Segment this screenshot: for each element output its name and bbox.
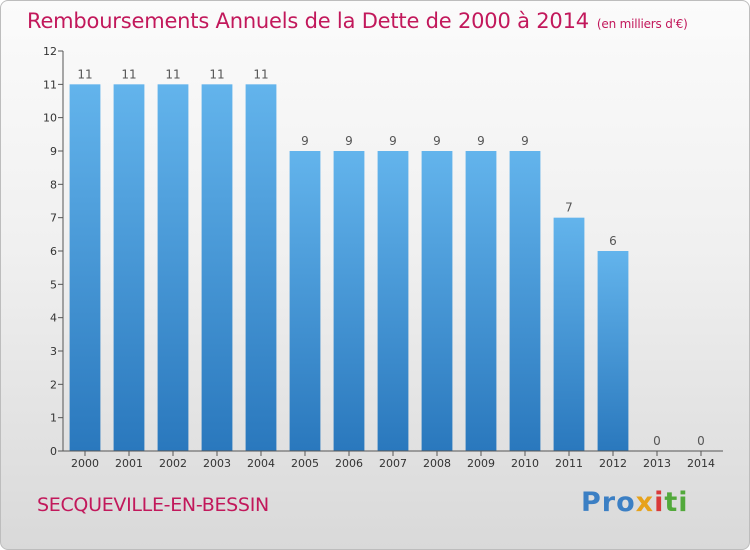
bar: [333, 151, 365, 451]
data-labels-group: 11 11 11 11 11 9 9 9 9 9 9 7 6 0 0: [77, 67, 704, 448]
x-tick-label: 2013: [643, 457, 671, 470]
y-tick-label: 11: [43, 78, 57, 91]
chart-title: Remboursements Annuels de la Dette de 20…: [27, 9, 688, 33]
y-tick-label: 8: [50, 178, 57, 191]
y-tick-label: 10: [43, 112, 57, 125]
y-tick-label: 5: [50, 278, 57, 291]
x-tick-label: 2000: [71, 457, 99, 470]
logo-part-2: x: [635, 487, 655, 518]
bar: [509, 151, 541, 451]
x-tick-label: 2011: [555, 457, 583, 470]
y-tick-label: 6: [50, 245, 57, 258]
y-tick-label: 2: [50, 378, 57, 391]
data-label: 9: [389, 134, 397, 148]
bar: [377, 151, 409, 451]
bar: [421, 151, 453, 451]
x-tick-label: 2007: [379, 457, 407, 470]
x-tick-label: 2010: [511, 457, 539, 470]
data-label: 9: [301, 134, 309, 148]
bar: [201, 84, 233, 451]
x-tick-label: 2003: [203, 457, 231, 470]
y-tick-label: 9: [50, 145, 57, 158]
x-tick-label: 2006: [335, 457, 363, 470]
y-tick-label: 0: [50, 445, 57, 458]
data-label: 0: [653, 434, 661, 448]
data-label: 9: [433, 134, 441, 148]
data-label: 11: [121, 67, 136, 81]
x-axis: 2000 2001 2002 2003 2004 2005 2006 2007 2008 2009…: [63, 450, 723, 470]
y-tick-label: 1: [50, 412, 57, 425]
data-label: 0: [697, 434, 705, 448]
x-tick-label: 2005: [291, 457, 319, 470]
y-tick-label: 4: [50, 312, 57, 325]
y-tick-label: 3: [50, 345, 57, 358]
x-tick-label: 2012: [599, 457, 627, 470]
bar: [245, 84, 277, 451]
data-label: 7: [565, 201, 573, 215]
bar: [465, 151, 497, 451]
bar: [113, 84, 145, 451]
x-tick-label: 2001: [115, 457, 143, 470]
proxiti-logo: Proxiti: [581, 487, 689, 518]
data-label: 9: [477, 134, 485, 148]
chart-unit-text: (en milliers d'€): [596, 17, 688, 31]
bar: [289, 151, 321, 451]
x-tick-label: 2014: [687, 457, 715, 470]
data-label: 11: [165, 67, 180, 81]
data-label: 9: [521, 134, 529, 148]
bar: [157, 84, 189, 451]
data-label: 11: [77, 67, 92, 81]
logo-part-3: i: [654, 487, 665, 518]
logo-part-1: Pro: [581, 487, 636, 518]
data-label: 11: [253, 67, 268, 81]
x-tick-label: 2009: [467, 457, 495, 470]
y-tick-label: 12: [43, 45, 57, 58]
bar: [597, 251, 629, 451]
chart-title-text: Remboursements Annuels de la Dette de 20…: [27, 9, 589, 33]
data-label: 6: [609, 234, 617, 248]
x-tick-label: 2002: [159, 457, 187, 470]
x-tick-label: 2004: [247, 457, 275, 470]
y-tick-label: 7: [50, 212, 57, 225]
logo-part-4: ti: [664, 487, 689, 518]
bar: [69, 84, 101, 451]
city-name: SECQUEVILLE-EN-BESSIN: [37, 494, 269, 516]
bars-group: [69, 84, 629, 451]
x-tick-label: 2008: [423, 457, 451, 470]
bar: [553, 217, 585, 451]
data-label: 9: [345, 134, 353, 148]
data-label: 11: [209, 67, 224, 81]
